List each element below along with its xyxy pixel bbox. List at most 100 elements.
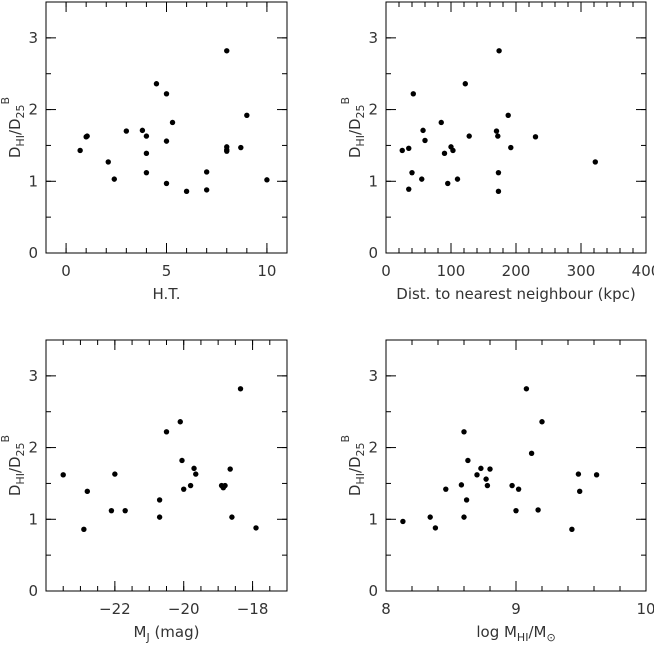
data-point [508, 144, 514, 151]
data-point [420, 127, 426, 134]
data-point [539, 419, 545, 425]
data-point [84, 133, 90, 139]
y-axis-title: DHI/D25B [0, 435, 27, 496]
data-point [575, 471, 582, 477]
data-point [253, 525, 259, 531]
data-point [169, 119, 176, 126]
data-point [509, 482, 515, 489]
data-point [454, 176, 461, 182]
data-point [183, 188, 190, 195]
data-point [222, 482, 228, 489]
data-point [410, 91, 416, 97]
data-point [409, 169, 415, 176]
data-point [438, 119, 444, 126]
data-point [422, 137, 428, 144]
data-point [229, 514, 235, 520]
data-point [495, 169, 502, 176]
y-tick-label: 0 [28, 582, 38, 600]
y-tick-label: 3 [368, 29, 378, 47]
data-point [81, 526, 87, 533]
data-point [143, 169, 150, 176]
data-point [153, 81, 160, 87]
data-point [577, 488, 583, 495]
y-tick-label: 2 [28, 439, 38, 457]
y-tick-label: 2 [28, 101, 38, 119]
data-point [478, 465, 484, 472]
y-tick-label: 3 [368, 367, 378, 385]
data-point [156, 514, 163, 520]
data-point [483, 476, 489, 482]
data-point [163, 138, 170, 144]
x-tick-label: 8 [381, 600, 391, 618]
y-tick-label: 0 [368, 244, 378, 262]
data-point [77, 147, 83, 154]
data-point [593, 472, 600, 478]
scatter-panel-3: −22 −20 −18 0 1 2 3 MJ (mag) DHI/D25B [0, 339, 288, 644]
data-point [163, 180, 170, 187]
data-point [224, 48, 230, 54]
y-tick-label: 1 [28, 510, 38, 528]
x-tick-label: −18 [237, 600, 269, 618]
data-point [237, 386, 244, 392]
data-point [123, 128, 130, 134]
data-point [406, 145, 412, 151]
data-point [535, 507, 541, 513]
x-tick-label: 300 [567, 262, 596, 280]
data-point [139, 127, 146, 134]
data-point [495, 188, 502, 195]
data-point [112, 471, 118, 477]
data-point [487, 466, 493, 472]
data-point [227, 466, 233, 472]
y-axis-title: DHI/D25B [339, 97, 367, 158]
x-tick-label: 0 [381, 262, 391, 280]
data-point [111, 176, 117, 182]
data-point [224, 148, 230, 154]
x-tick-label: −22 [99, 600, 131, 618]
x-tick-label: 100 [437, 262, 466, 280]
y-tick-label: 3 [28, 367, 38, 385]
data-point [445, 180, 451, 187]
scatter-panel-4: 8 9 10 0 1 2 3 log MHI/M⊙ DHI/D25B [339, 339, 654, 644]
y-tick-label: 2 [368, 101, 378, 119]
scatter-panel-2: 0 100 200 300 400 0 1 2 3 Dist. to nearest neighb… [339, 1, 654, 303]
data-point [264, 177, 270, 183]
data-point [496, 48, 502, 54]
y-tick-label: 2 [368, 439, 378, 457]
data-point [60, 472, 66, 478]
y-tick-label: 1 [368, 510, 378, 528]
data-point [419, 176, 425, 182]
data-point [465, 457, 471, 464]
data-point [466, 133, 472, 139]
data-point [474, 472, 480, 478]
data-point [156, 497, 163, 503]
data-point [238, 144, 244, 151]
x-tick-label: 10 [257, 262, 276, 280]
data-point [203, 169, 210, 175]
data-point [450, 147, 456, 154]
data-point [179, 457, 185, 464]
data-point [143, 150, 150, 157]
data-point [105, 159, 111, 165]
x-axis-title: H.T. [153, 285, 181, 303]
data-point [463, 497, 470, 503]
plot-frame [385, 1, 647, 254]
y-tick-label: 3 [28, 29, 38, 47]
data-point [177, 419, 183, 425]
data-point [84, 488, 91, 495]
x-axis-title: log MHI/M⊙ [476, 623, 555, 644]
data-point [515, 486, 522, 492]
data-point [187, 482, 194, 489]
data-point [532, 134, 539, 140]
data-point [399, 147, 405, 154]
x-tick-label: 400 [632, 262, 654, 280]
x-tick-label: 10 [636, 600, 654, 618]
x-axis-title: MJ (mag) [133, 623, 199, 644]
x-tick-label: 0 [61, 262, 71, 280]
scatter-panel-1: 0 5 10 0 1 2 3 H.T. DHI/D25B [0, 1, 288, 303]
data-point [443, 486, 449, 492]
y-tick-label: 1 [28, 172, 38, 190]
data-point [191, 465, 197, 472]
x-tick-label: −20 [168, 600, 200, 618]
plot-frame [385, 339, 647, 592]
